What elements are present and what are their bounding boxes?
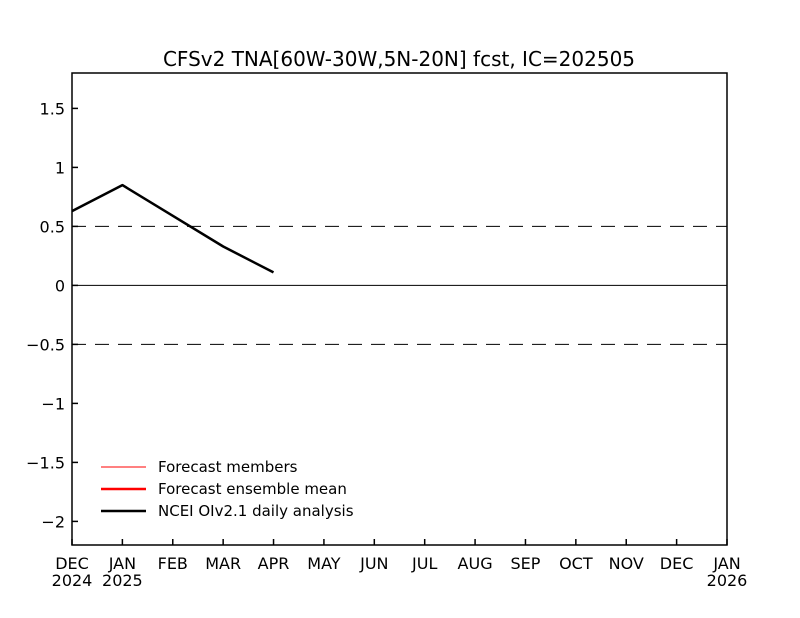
plot-frame: [71, 72, 728, 546]
y-tick-label: −2: [41, 512, 65, 531]
x-tick-year-label: 2026: [707, 571, 748, 590]
x-tick-label: JUL: [411, 554, 437, 573]
y-tick-label: 1.5: [40, 99, 65, 118]
x-tick-label: AUG: [458, 554, 493, 573]
series-layer: [71, 183, 275, 274]
y-axis: 1.5 1 0.5 0 −0.5 −1 −1.5 −2: [26, 99, 78, 531]
x-tick-label: APR: [258, 554, 290, 573]
y-tick-label: −1.5: [26, 453, 65, 472]
x-tick-label: JAN: [108, 554, 136, 573]
y-tick-label: 1: [55, 158, 65, 177]
x-tick-label: DEC: [55, 554, 89, 573]
chart-title: CFSv2 TNA[60W-30W,5N-20N] fcst, IC=20250…: [163, 47, 635, 71]
y-tick-label: −0.5: [26, 335, 65, 354]
legend-label: Forecast ensemble mean: [158, 480, 347, 498]
x-tick-label: DEC: [660, 554, 694, 573]
x-tick-label: SEP: [511, 554, 541, 573]
x-tick-label: OCT: [559, 554, 593, 573]
x-tick-label: JUN: [359, 554, 388, 573]
legend-label: NCEI OIv2.1 daily analysis: [158, 502, 354, 520]
y-tick-label: −1: [41, 394, 65, 413]
reference-lines: [72, 225, 727, 345]
series-line: [71, 183, 275, 274]
legend: Forecast members Forecast ensemble mean NC…: [101, 458, 354, 520]
legend-label: Forecast members: [158, 458, 298, 476]
x-tick-label: JAN: [712, 554, 740, 573]
x-tick-year-label: 2025: [102, 571, 143, 590]
y-tick-label: 0: [55, 276, 65, 295]
x-tick-year-label: 2024: [52, 571, 93, 590]
x-tick-label: MAR: [205, 554, 241, 573]
y-tick-label: 0.5: [40, 217, 65, 236]
x-tick-label: NOV: [609, 554, 644, 573]
x-tick-label: MAY: [307, 554, 341, 573]
x-tick-label: FEB: [158, 554, 188, 573]
